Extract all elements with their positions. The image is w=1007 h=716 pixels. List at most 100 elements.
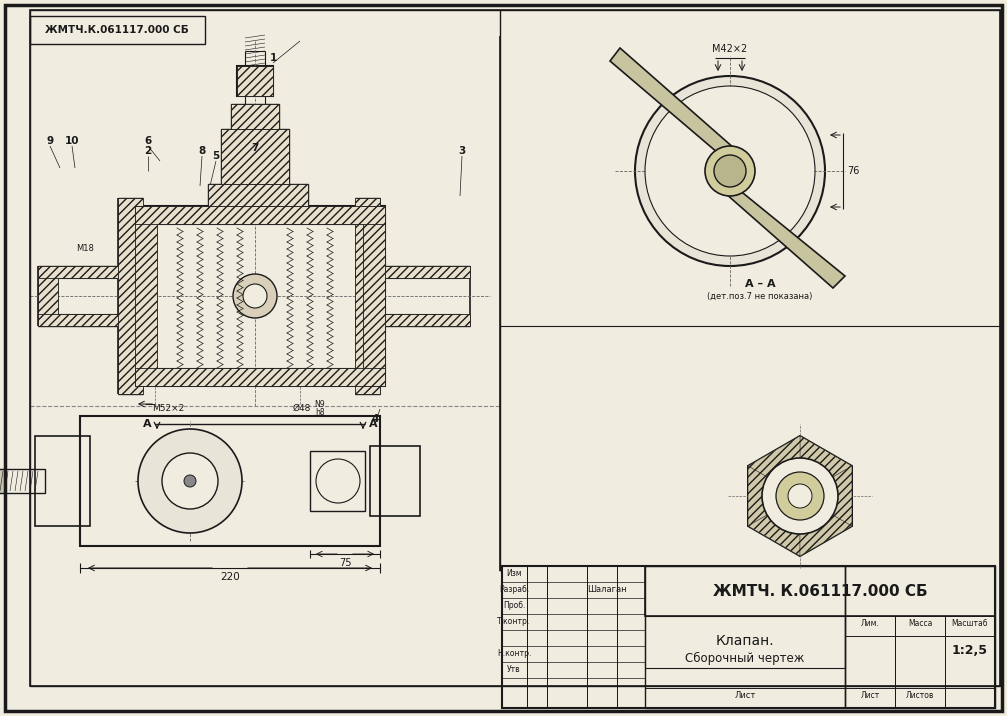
Polygon shape <box>800 466 852 526</box>
Polygon shape <box>725 189 845 288</box>
Text: 2: 2 <box>144 146 152 156</box>
Circle shape <box>762 458 838 534</box>
Circle shape <box>788 484 812 508</box>
Bar <box>645 566 995 616</box>
Bar <box>945 616 995 708</box>
Circle shape <box>243 284 267 308</box>
Bar <box>38 266 58 326</box>
Bar <box>30 16 205 44</box>
Text: ЖМТЧ.К.061117.000 СБ: ЖМТЧ.К.061117.000 СБ <box>45 25 189 35</box>
Circle shape <box>645 86 815 256</box>
Bar <box>355 266 470 278</box>
Bar <box>895 616 945 708</box>
Text: Проб.: Проб. <box>502 601 526 611</box>
Text: М18: М18 <box>77 243 94 253</box>
Text: 3: 3 <box>458 146 465 156</box>
Bar <box>310 451 365 511</box>
Text: Клапан.: Клапан. <box>716 634 774 648</box>
Text: 9: 9 <box>46 136 53 146</box>
Bar <box>370 446 420 516</box>
Polygon shape <box>748 436 852 556</box>
Text: 76: 76 <box>847 166 859 176</box>
Bar <box>527 566 547 708</box>
Text: Н.контр.: Н.контр. <box>496 649 531 659</box>
Bar <box>38 314 155 326</box>
Text: 5: 5 <box>212 151 220 161</box>
Circle shape <box>635 76 825 266</box>
Text: А: А <box>143 419 151 429</box>
Polygon shape <box>748 436 800 496</box>
Bar <box>502 566 995 708</box>
Bar <box>80 416 380 546</box>
Bar <box>345 301 363 307</box>
Bar <box>370 446 420 516</box>
Bar <box>231 104 279 129</box>
Bar <box>208 184 308 206</box>
Text: Масса: Масса <box>908 619 932 629</box>
Bar <box>845 616 895 708</box>
Text: М52×2: М52×2 <box>152 404 184 412</box>
Bar <box>355 266 470 326</box>
Text: Разраб.: Разраб. <box>498 586 529 594</box>
Polygon shape <box>610 48 735 153</box>
Bar <box>208 184 308 206</box>
Circle shape <box>316 459 359 503</box>
Bar <box>845 566 995 708</box>
Bar <box>46 278 155 314</box>
Bar <box>355 278 462 314</box>
Text: 7: 7 <box>252 143 259 153</box>
Polygon shape <box>800 496 852 556</box>
Text: 75: 75 <box>338 558 351 568</box>
Text: N9: N9 <box>315 400 325 409</box>
Bar <box>245 96 265 206</box>
Bar <box>80 416 380 546</box>
Text: Утв: Утв <box>508 665 521 674</box>
Text: 220: 220 <box>221 572 240 582</box>
Text: Сборочный чертеж: Сборочный чертеж <box>686 652 805 664</box>
Bar <box>363 206 385 386</box>
Bar <box>0 469 45 493</box>
Bar <box>118 198 143 394</box>
Bar <box>587 566 617 708</box>
Circle shape <box>138 429 242 533</box>
Bar <box>135 206 157 386</box>
Text: А – А: А – А <box>745 279 775 289</box>
Bar <box>135 206 385 386</box>
Text: 10: 10 <box>64 136 80 146</box>
Bar <box>35 436 90 526</box>
Text: Листов: Листов <box>906 692 934 700</box>
Text: 1:2,5: 1:2,5 <box>952 644 988 657</box>
Bar <box>355 314 470 326</box>
Bar <box>38 266 155 326</box>
Bar <box>38 266 155 278</box>
Circle shape <box>705 146 755 196</box>
Bar <box>310 451 365 511</box>
Text: Т.контр.: Т.контр. <box>497 617 531 626</box>
Bar <box>157 224 363 368</box>
Text: ЖМТЧ. К.061117.000 СБ: ЖМТЧ. К.061117.000 СБ <box>713 584 927 599</box>
Polygon shape <box>800 436 852 496</box>
Bar <box>502 566 995 708</box>
Text: А: А <box>369 419 378 429</box>
Bar <box>617 566 645 708</box>
Text: М42×2: М42×2 <box>712 44 747 54</box>
Bar <box>135 368 385 386</box>
Bar <box>135 206 385 386</box>
Text: 1: 1 <box>270 53 277 63</box>
Text: Ø48: Ø48 <box>293 404 311 412</box>
Bar <box>231 104 279 129</box>
Text: (дет.поз.7 не показана): (дет.поз.7 не показана) <box>707 291 813 301</box>
Text: 8: 8 <box>198 146 205 156</box>
Text: Лист: Лист <box>734 692 755 700</box>
Circle shape <box>184 475 196 487</box>
Bar <box>237 66 273 96</box>
Bar <box>502 566 527 708</box>
Bar <box>221 129 289 184</box>
Circle shape <box>776 472 824 520</box>
Text: 6: 6 <box>144 136 152 146</box>
Circle shape <box>714 155 746 187</box>
Bar <box>547 566 587 708</box>
Bar <box>135 206 385 224</box>
Bar <box>645 616 845 668</box>
Text: Лист: Лист <box>860 692 880 700</box>
